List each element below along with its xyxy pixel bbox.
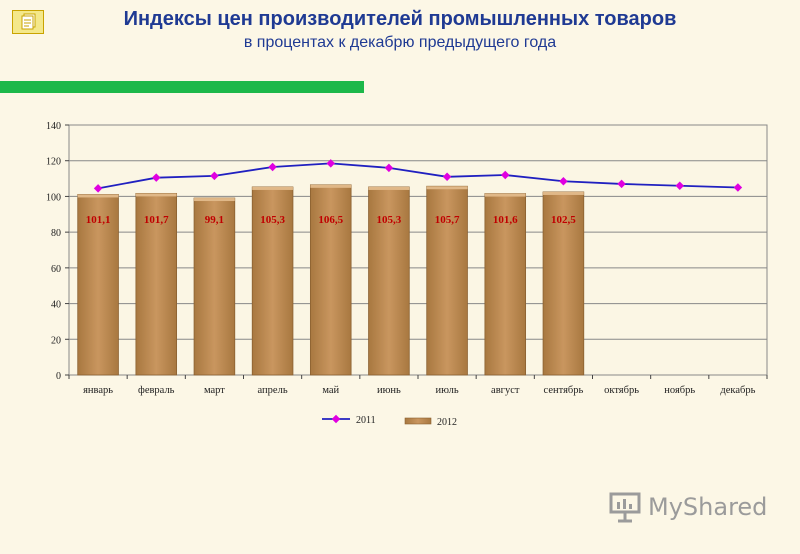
y-tick-label: 80 xyxy=(51,228,61,239)
line-point xyxy=(384,163,394,173)
x-tick-label: сентябрь xyxy=(544,385,584,396)
data-label: 105,3 xyxy=(377,214,402,226)
bar xyxy=(193,197,236,376)
bar xyxy=(426,185,468,376)
data-label: 101,7 xyxy=(144,214,169,226)
bar-cap xyxy=(426,186,468,190)
x-tick-label: декабрь xyxy=(720,385,755,396)
line-point xyxy=(93,184,103,193)
line-point xyxy=(442,172,452,182)
data-label: 101,1 xyxy=(86,214,111,226)
x-tick-label: апрель xyxy=(258,385,288,396)
bar-cap xyxy=(543,191,584,195)
bar xyxy=(77,194,119,376)
data-label: 99,1 xyxy=(205,214,224,226)
legend-label-2011: 2011 xyxy=(356,415,376,426)
page-subtitle: в процентах к декабрю предыдущего года xyxy=(243,34,557,51)
line-point xyxy=(210,171,219,181)
x-tick-label: февраль xyxy=(138,385,175,396)
y-tick-label: 100 xyxy=(46,192,61,203)
x-tick-label: июнь xyxy=(377,385,401,396)
document-stack-icon[interactable] xyxy=(12,10,44,34)
bar-cap xyxy=(252,186,293,190)
data-label: 105,7 xyxy=(435,214,460,226)
bar-cap xyxy=(310,184,352,188)
plot-area xyxy=(68,124,768,376)
accent-divider xyxy=(0,81,364,93)
y-tick-label: 40 xyxy=(51,300,61,311)
data-label: 105,3 xyxy=(260,214,285,226)
bar-cap xyxy=(77,194,119,198)
line-point xyxy=(152,173,161,182)
y-tick-label: 120 xyxy=(46,157,61,168)
y-tick-label: 60 xyxy=(51,264,61,275)
legend-label-2012: 2012 xyxy=(437,417,457,428)
bar-cap xyxy=(484,193,526,197)
page-title: Индексы цен производителей промышленных … xyxy=(123,8,677,30)
watermark-text: MyShared xyxy=(648,493,768,521)
legend-bar-swatch xyxy=(404,417,432,425)
y-tick-label: 140 xyxy=(46,121,61,132)
x-tick-label: июль xyxy=(435,385,458,396)
line-point xyxy=(326,159,335,168)
y-tick-label: 20 xyxy=(51,335,61,346)
x-tick-label: октябрь xyxy=(604,385,639,396)
data-label: 101,6 xyxy=(493,214,518,226)
bar-cap xyxy=(368,186,410,190)
data-label: 106,5 xyxy=(318,214,343,226)
line-point xyxy=(501,170,510,180)
bar-cap xyxy=(194,198,235,202)
bar xyxy=(135,192,178,376)
x-tick-label: май xyxy=(322,385,339,396)
x-tick-label: январь xyxy=(83,385,113,396)
watermark: MyShared xyxy=(608,490,767,524)
bar xyxy=(251,186,294,376)
bar-cap xyxy=(135,193,177,197)
data-label: 102,5 xyxy=(551,214,576,226)
line-point xyxy=(268,162,277,172)
presentation-board-icon xyxy=(609,492,641,523)
bar xyxy=(484,193,527,376)
line-2011 xyxy=(97,162,738,190)
y-tick-label: 0 xyxy=(56,371,61,382)
legend-marker-swatch xyxy=(331,414,341,424)
x-tick-label: август xyxy=(491,385,520,396)
x-tick-label: март xyxy=(204,385,225,396)
x-tick-label: ноябрь xyxy=(664,385,695,396)
